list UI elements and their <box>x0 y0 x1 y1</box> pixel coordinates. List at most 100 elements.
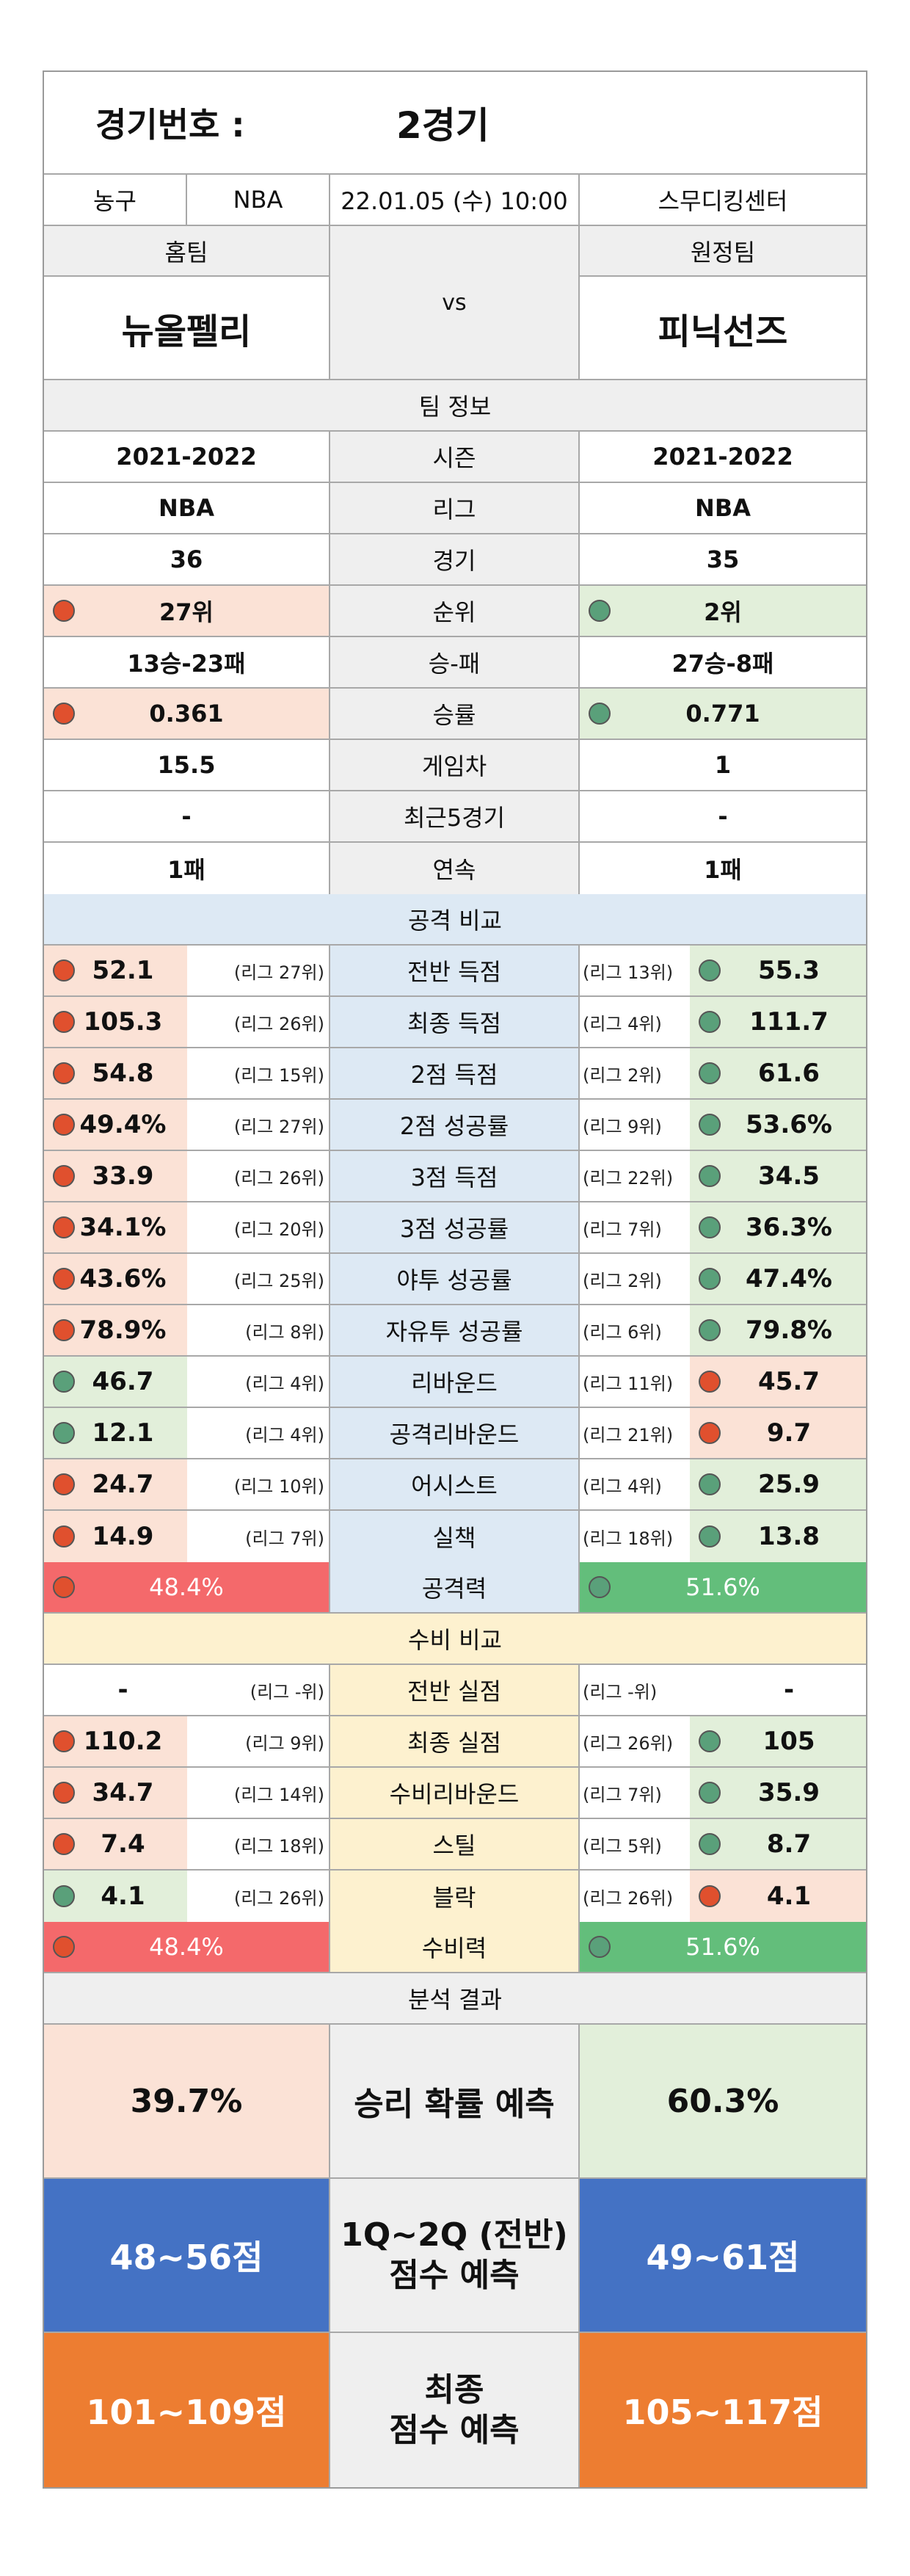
team-info-away-value: 2021-2022 <box>652 443 793 471</box>
lose-indicator-icon <box>53 1114 75 1136</box>
defense-home-rank: (리그 18위) <box>187 1819 330 1869</box>
attack-away-rank: (리그 2위) <box>583 1270 662 1291</box>
lose-indicator-icon <box>53 1936 75 1958</box>
attack-row: 54.8 (리그 15위) 2점 득점 (리그 2위) 61.6 <box>44 1048 866 1100</box>
attack-row: 34.1% (리그 20위) 3점 성공률 (리그 7위) 36.3% <box>44 1202 866 1254</box>
defense-row: - (리그 -위) 전반 실점 (리그 -위) - <box>44 1665 866 1716</box>
attack-label: 야투 성공률 <box>330 1254 580 1304</box>
team-info-home-value: NBA <box>159 494 214 522</box>
team-info-row: 36 경기 35 <box>44 534 866 586</box>
team-info-label: 경기 <box>330 534 580 584</box>
defense-home-value-cell: 4.1 <box>44 1871 187 1922</box>
attack-home-rank: (리그 26위) <box>187 997 330 1047</box>
defense-home-value: - <box>117 1675 128 1705</box>
attack-home-value: 52.1 <box>92 956 154 985</box>
lose-indicator-icon <box>53 1165 75 1187</box>
team-info-away: 35 <box>580 534 866 584</box>
team-info-away: 27승-8패 <box>580 637 866 687</box>
attack-home-rank: (리그 20위) <box>187 1202 330 1252</box>
match-info-row: 농구 NBA 22.01.05 (수) 10:00 스무디킹센터 <box>44 175 866 226</box>
half-score-row: 48~56점 1Q~2Q (전반) 점수 예측 49~61점 <box>44 2179 866 2333</box>
lose-indicator-icon <box>53 1268 75 1290</box>
attack-label: 최종 득점 <box>330 997 580 1047</box>
team-info-away-value: 27승-8패 <box>671 650 774 678</box>
defense-away-rank: (리그 7위) <box>583 1784 662 1805</box>
attack-away-value: 36.3% <box>746 1213 832 1242</box>
attack-away-value: 79.8% <box>746 1316 832 1345</box>
attack-label: 3점 득점 <box>330 1151 580 1201</box>
win-indicator-icon <box>589 1576 611 1598</box>
defense-away-rank: (리그 26위) <box>583 1733 674 1754</box>
attack-away-rank: (리그 7위) <box>583 1219 662 1240</box>
attack-label: 공격리바운드 <box>330 1408 580 1458</box>
attack-row: 43.6% (리그 25위) 야투 성공률 (리그 2위) 47.4% <box>44 1254 866 1305</box>
defense-home-rank: (리그 -위) <box>187 1665 330 1715</box>
attack-away-value-cell: 25.9 <box>690 1459 866 1509</box>
defense-row: 4.1 (리그 26위) 블락 (리그 26위) 4.1 <box>44 1871 866 1922</box>
attack-power-label: 공격력 <box>330 1562 580 1612</box>
attack-away-value: 34.5 <box>758 1161 820 1191</box>
team-info-label: 연속 <box>330 843 580 894</box>
attack-home-value: 46.7 <box>92 1367 154 1396</box>
half-score-label-line2: 점수 예측 <box>389 2257 520 2294</box>
team-info-row: 0.361 승률 0.771 <box>44 689 866 740</box>
attack-away-value-cell: 45.7 <box>690 1357 866 1407</box>
team-info-row: - 최근5경기 - <box>44 791 866 843</box>
defense-away-value-cell: 105 <box>690 1716 866 1766</box>
lose-indicator-icon <box>699 1885 721 1907</box>
attack-away-value-cell: 79.8% <box>690 1305 866 1355</box>
home-final-score: 101~109점 <box>44 2333 330 2487</box>
attack-home-value-cell: 43.6% <box>44 1254 187 1304</box>
team-info-label: 순위 <box>330 586 580 636</box>
lose-indicator-icon <box>53 1062 75 1084</box>
team-info-home: 13승-23패 <box>44 637 330 687</box>
win-indicator-icon <box>699 1525 721 1548</box>
defense-power-away: 51.6% <box>580 1922 866 1972</box>
attack-away-value: 13.8 <box>758 1522 820 1551</box>
attack-row: 12.1 (리그 4위) 공격리바운드 (리그 21위) 9.7 <box>44 1408 866 1459</box>
attack-away-value-cell: 55.3 <box>690 946 866 995</box>
attack-home-value: 12.1 <box>92 1418 154 1448</box>
attack-home-value: 14.9 <box>92 1522 154 1551</box>
attack-home-rank: (리그 25위) <box>187 1254 330 1304</box>
attack-home-value: 34.1% <box>79 1213 167 1242</box>
team-info-home-value: 1패 <box>167 856 205 884</box>
team-info-label: 시즌 <box>330 432 580 482</box>
win-indicator-icon <box>699 1268 721 1290</box>
attack-away-value: 55.3 <box>758 956 820 985</box>
attack-power-away-value: 51.6% <box>685 1573 760 1601</box>
attack-label: 자유투 성공률 <box>330 1305 580 1355</box>
attack-label: 실책 <box>330 1511 580 1562</box>
attack-row: 14.9 (리그 7위) 실책 (리그 18위) 13.8 <box>44 1511 866 1562</box>
match-analysis-sheet: 경기번호 : 2경기 농구 NBA 22.01.05 (수) 10:00 스무디… <box>43 70 867 2489</box>
win-indicator-icon <box>699 1114 721 1136</box>
attack-row: 46.7 (리그 4위) 리바운드 (리그 11위) 45.7 <box>44 1357 866 1408</box>
attack-away-value: 53.6% <box>746 1110 832 1139</box>
attack-away-rank: (리그 13위) <box>583 962 674 983</box>
team-info-home: 27위 <box>44 586 330 636</box>
attack-home-value-cell: 49.4% <box>44 1100 187 1150</box>
lose-indicator-icon <box>53 1011 75 1033</box>
away-team-block: 원정팀 피닉선즈 <box>580 226 866 379</box>
attack-away-rank: (리그 4위) <box>583 1476 662 1497</box>
attack-home-rank: (리그 4위) <box>187 1357 330 1407</box>
team-info-home-value: - <box>181 802 192 830</box>
attack-away-value: 45.7 <box>758 1367 820 1396</box>
sport-cell: 농구 <box>44 175 187 225</box>
team-info-home: NBA <box>44 483 330 533</box>
defense-home-value-cell: 34.7 <box>44 1768 187 1818</box>
team-info-away: 1 <box>580 740 866 790</box>
attack-home-value: 49.4% <box>79 1110 167 1139</box>
away-win-probability: 60.3% <box>580 2025 866 2177</box>
team-info-row: 2021-2022 시즌 2021-2022 <box>44 432 866 483</box>
lose-indicator-icon <box>53 1782 75 1804</box>
defense-away-value: 35.9 <box>758 1778 820 1807</box>
defense-row: 34.7 (리그 14위) 수비리바운드 (리그 7위) 35.9 <box>44 1768 866 1819</box>
team-info-away-value: 1패 <box>704 856 742 884</box>
team-info-home: 36 <box>44 534 330 584</box>
team-info-home: 1패 <box>44 843 330 894</box>
attack-row: 105.3 (리그 26위) 최종 득점 (리그 4위) 111.7 <box>44 997 866 1048</box>
attack-home-rank: (리그 27위) <box>187 946 330 995</box>
attack-away-rank: (리그 11위) <box>583 1373 674 1394</box>
defense-home-rank: (리그 26위) <box>187 1871 330 1922</box>
